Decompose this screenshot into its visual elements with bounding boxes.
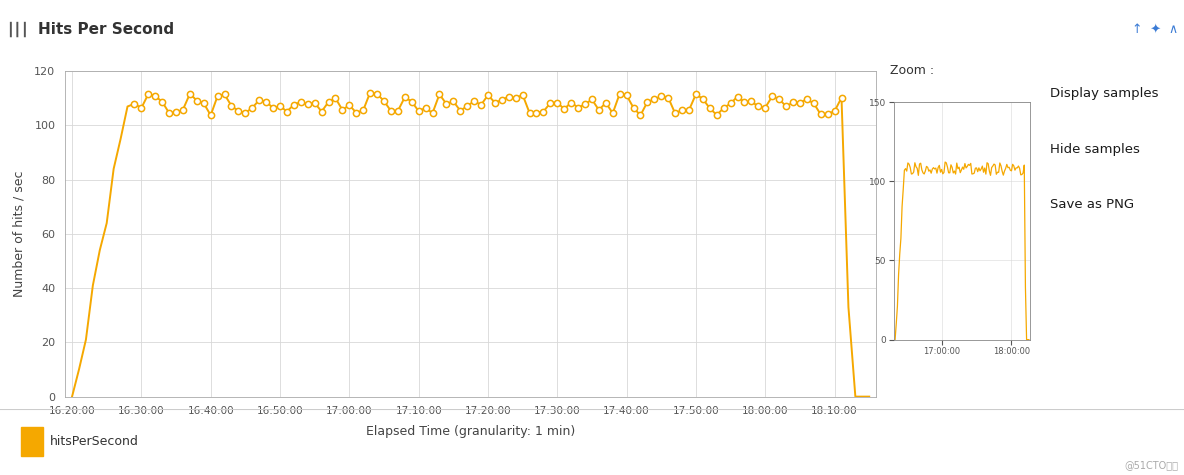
Text: ↑  ✦  ∧: ↑ ✦ ∧ [1132, 23, 1178, 36]
Text: Hits Per Second: Hits Per Second [38, 22, 174, 37]
Bar [21, 427, 43, 456]
Text: Save as PNG: Save as PNG [1049, 199, 1133, 211]
Y-axis label: Number of hits / sec: Number of hits / sec [13, 171, 26, 297]
Text: Display samples: Display samples [1049, 87, 1158, 100]
X-axis label: Elapsed Time (granularity: 1 min): Elapsed Time (granularity: 1 min) [366, 425, 575, 437]
Text: hitsPerSecond: hitsPerSecond [50, 435, 139, 448]
Text: ▎▎▎: ▎▎▎ [9, 22, 32, 38]
Text: Zoom :: Zoom : [890, 64, 934, 76]
Text: Hide samples: Hide samples [1049, 143, 1139, 156]
Text: @51CTO博客: @51CTO博客 [1124, 460, 1178, 470]
